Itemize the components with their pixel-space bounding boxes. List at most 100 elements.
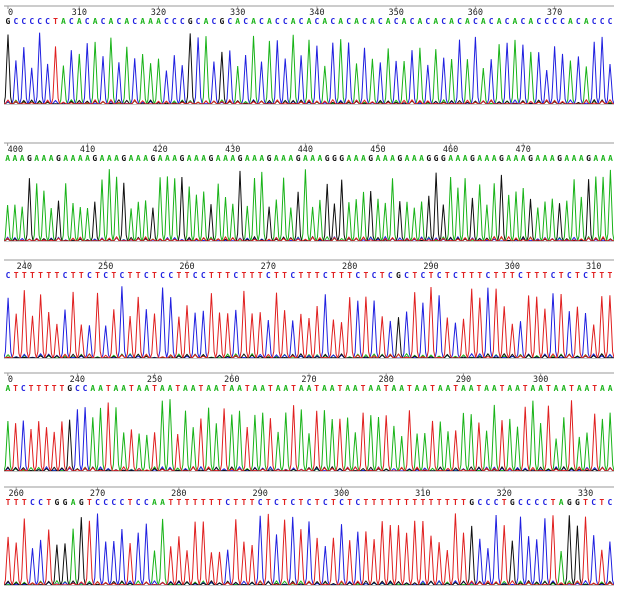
tick-label: 470 — [516, 145, 531, 155]
base-letter: T — [46, 271, 51, 280]
base-letter: T — [510, 271, 515, 280]
base-letter: A — [376, 154, 381, 163]
base-letter: G — [332, 154, 337, 163]
base-letter: A — [143, 154, 148, 163]
base-letter: C — [505, 17, 510, 26]
base-letter: T — [337, 384, 342, 393]
base-letter: A — [455, 154, 460, 163]
tick-label: 450 — [370, 145, 385, 155]
tick-labels: 0 240 250 260 270 280 290 300 — [7, 373, 548, 385]
base-letter: A — [310, 154, 315, 163]
base-letter: C — [196, 17, 201, 26]
base-letter: A — [144, 384, 149, 393]
tick-label: 330 — [230, 8, 245, 18]
base-letter: T — [46, 498, 51, 507]
base-letter: T — [361, 384, 366, 393]
base-letter: T — [111, 271, 116, 280]
base-letter: A — [299, 384, 304, 393]
base-letter: T — [331, 271, 336, 280]
base-letter: A — [283, 384, 288, 393]
base-letter: G — [499, 154, 504, 163]
base-letter: C — [258, 498, 263, 507]
base-letter: A — [187, 154, 192, 163]
base-letter: C — [38, 498, 43, 507]
base-letter: T — [30, 271, 35, 280]
base-letter: A — [223, 154, 228, 163]
base-letter: A — [322, 384, 327, 393]
base-letter: A — [276, 384, 281, 393]
base-letter: C — [362, 17, 367, 26]
base-letter: T — [569, 384, 574, 393]
base-letter: A — [449, 17, 454, 26]
base-letter: A — [386, 17, 391, 26]
base-letter: G — [368, 154, 373, 163]
base-letter: A — [561, 384, 566, 393]
base-letter: A — [433, 17, 438, 26]
base-letter: A — [78, 154, 83, 163]
base-letter: A — [34, 154, 39, 163]
base-letter: C — [193, 271, 198, 280]
base-letter: T — [575, 271, 580, 280]
trace-lines — [4, 286, 614, 360]
tick-label: 310 — [586, 262, 601, 272]
base-letter: A — [543, 154, 548, 163]
trace-t — [4, 513, 614, 587]
tick-label: 320 — [497, 489, 512, 499]
base-letter: C — [388, 271, 393, 280]
trace-lines — [4, 169, 614, 243]
base-letter: T — [209, 498, 214, 507]
base-letter: G — [528, 154, 533, 163]
tick-label: 240 — [70, 375, 85, 385]
base-letter: T — [87, 498, 92, 507]
base-letter: T — [222, 384, 227, 393]
base-letter: T — [53, 17, 58, 26]
base-letter: T — [250, 498, 255, 507]
base-letter: G — [339, 154, 344, 163]
base-letter: G — [441, 154, 446, 163]
base-letter: A — [160, 498, 165, 507]
tick-label: 250 — [98, 262, 113, 272]
base-letter: T — [282, 498, 287, 507]
tick-label: 300 — [533, 375, 548, 385]
base-letter: C — [494, 498, 499, 507]
base-letter: A — [152, 498, 157, 507]
base-letter: G — [180, 154, 185, 163]
base-letter: T — [185, 271, 190, 280]
base-letter: G — [219, 17, 224, 26]
base-letter: T — [396, 498, 401, 507]
trace-g — [4, 317, 614, 359]
base-letter: A — [538, 384, 543, 393]
base-letter: A — [71, 498, 76, 507]
base-letter: A — [469, 384, 474, 393]
base-letter: A — [608, 384, 613, 393]
base-letter: A — [345, 384, 350, 393]
base-letter: T — [217, 271, 222, 280]
base-letter: C — [101, 17, 106, 26]
base-letter: A — [194, 154, 199, 163]
base-letter: A — [5, 384, 10, 393]
base-letter: G — [54, 498, 59, 507]
base-letter: A — [497, 17, 502, 26]
base-letter: C — [583, 271, 588, 280]
base-letter: C — [420, 271, 425, 280]
base-letter: A — [554, 384, 559, 393]
base-letter: A — [383, 154, 388, 163]
base-letter: A — [267, 17, 272, 26]
base-letter: T — [502, 271, 507, 280]
base-letter: G — [567, 498, 572, 507]
base-letter: C — [576, 17, 581, 26]
base-letter: A — [402, 17, 407, 26]
base-letter: C — [136, 498, 141, 507]
base-letter: C — [355, 498, 360, 507]
base-letter: C — [378, 17, 383, 26]
base-letter: T — [175, 384, 180, 393]
base-letter: C — [453, 271, 458, 280]
base-letter: A — [148, 17, 153, 26]
base-letter: C — [69, 17, 74, 26]
base-letter: A — [237, 384, 242, 393]
trace-lines — [4, 399, 614, 473]
base-letter: A — [465, 17, 470, 26]
tick-label: 280 — [171, 489, 186, 499]
